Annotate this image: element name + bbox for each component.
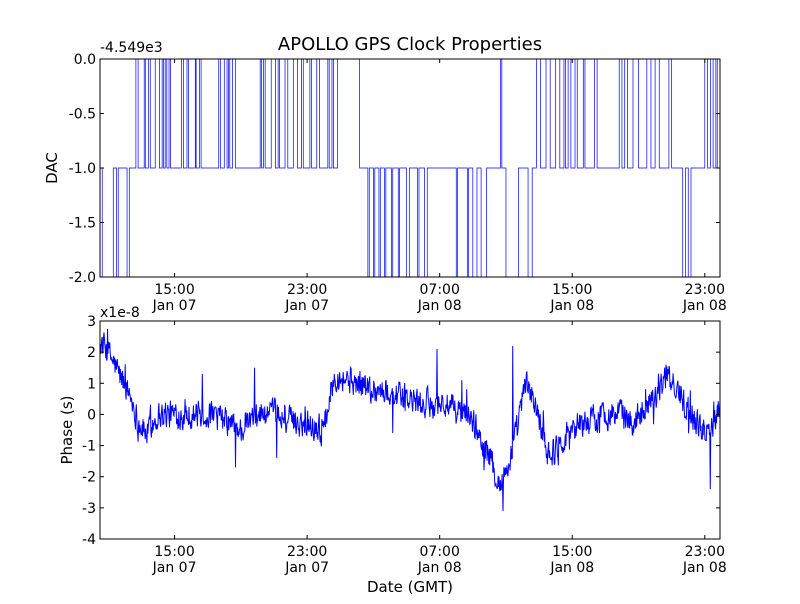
- phase-x-tick-label-time: 07:00: [420, 544, 460, 560]
- dac-x-tick-label-time: 07:00: [420, 282, 460, 298]
- phase-y-tick-label: -1: [82, 439, 96, 455]
- phase-x-tick-label-time: 15:00: [154, 544, 194, 560]
- dac-x-tick-label-date: Jan 08: [682, 298, 727, 314]
- phase-y-tick-label: -2: [82, 470, 96, 486]
- phase-x-tick-label-date: Jan 07: [152, 560, 197, 576]
- dac-offset-label: -4.549e3: [100, 40, 163, 56]
- dac-x-tick-label-date: Jan 07: [152, 298, 197, 314]
- dac-x-tick-label-date: Jan 08: [417, 298, 462, 314]
- dac-x-tick-label-time: 15:00: [154, 282, 194, 298]
- phase-y-tick-label: 1: [87, 376, 96, 392]
- phase-y-tick-label: 0: [87, 407, 96, 423]
- phase-y-tick-label: 3: [87, 314, 96, 330]
- dac-y-tick-label: -1.5: [69, 216, 96, 232]
- phase-x-tick-label-time: 23:00: [685, 544, 725, 560]
- phase-y-tick-label: 2: [87, 345, 96, 361]
- phase-x-tick-label-time: 23:00: [287, 544, 327, 560]
- dac-y-tick-label: -1.0: [69, 161, 96, 177]
- phase-x-tick-label-date: Jan 08: [549, 560, 594, 576]
- dac-x-tick-label-date: Jan 08: [549, 298, 594, 314]
- chart-title: APOLLO GPS Clock Properties: [278, 34, 542, 55]
- phase-y-axis-label: Phase (s): [58, 395, 76, 464]
- phase-offset-label: x1e-8: [100, 305, 140, 321]
- dac-y-axis-label: DAC: [43, 152, 61, 184]
- phase-y-tick-label: -3: [82, 501, 96, 517]
- dac-y-tick-label: -0.5: [69, 107, 96, 123]
- phase-x-tick-label-date: Jan 08: [682, 560, 727, 576]
- phase-x-tick-label-date: Jan 07: [284, 560, 329, 576]
- dac-y-tick-label: -2.0: [69, 270, 96, 286]
- dac-x-tick-label-time: 15:00: [552, 282, 592, 298]
- dac-x-tick-label-time: 23:00: [287, 282, 327, 298]
- dac-x-tick-label-time: 23:00: [685, 282, 725, 298]
- x-axis-label: Date (GMT): [367, 578, 453, 596]
- phase-x-tick-label-time: 15:00: [552, 544, 592, 560]
- dac-y-tick-label: 0.0: [74, 52, 96, 68]
- phase-y-tick-label: -4: [82, 532, 96, 548]
- dac-x-tick-label-date: Jan 07: [284, 298, 329, 314]
- dac-series-line: [100, 59, 720, 277]
- phase-axes-frame: [99, 320, 721, 540]
- phase-series-line: [100, 328, 720, 511]
- phase-x-tick-label-date: Jan 08: [417, 560, 462, 576]
